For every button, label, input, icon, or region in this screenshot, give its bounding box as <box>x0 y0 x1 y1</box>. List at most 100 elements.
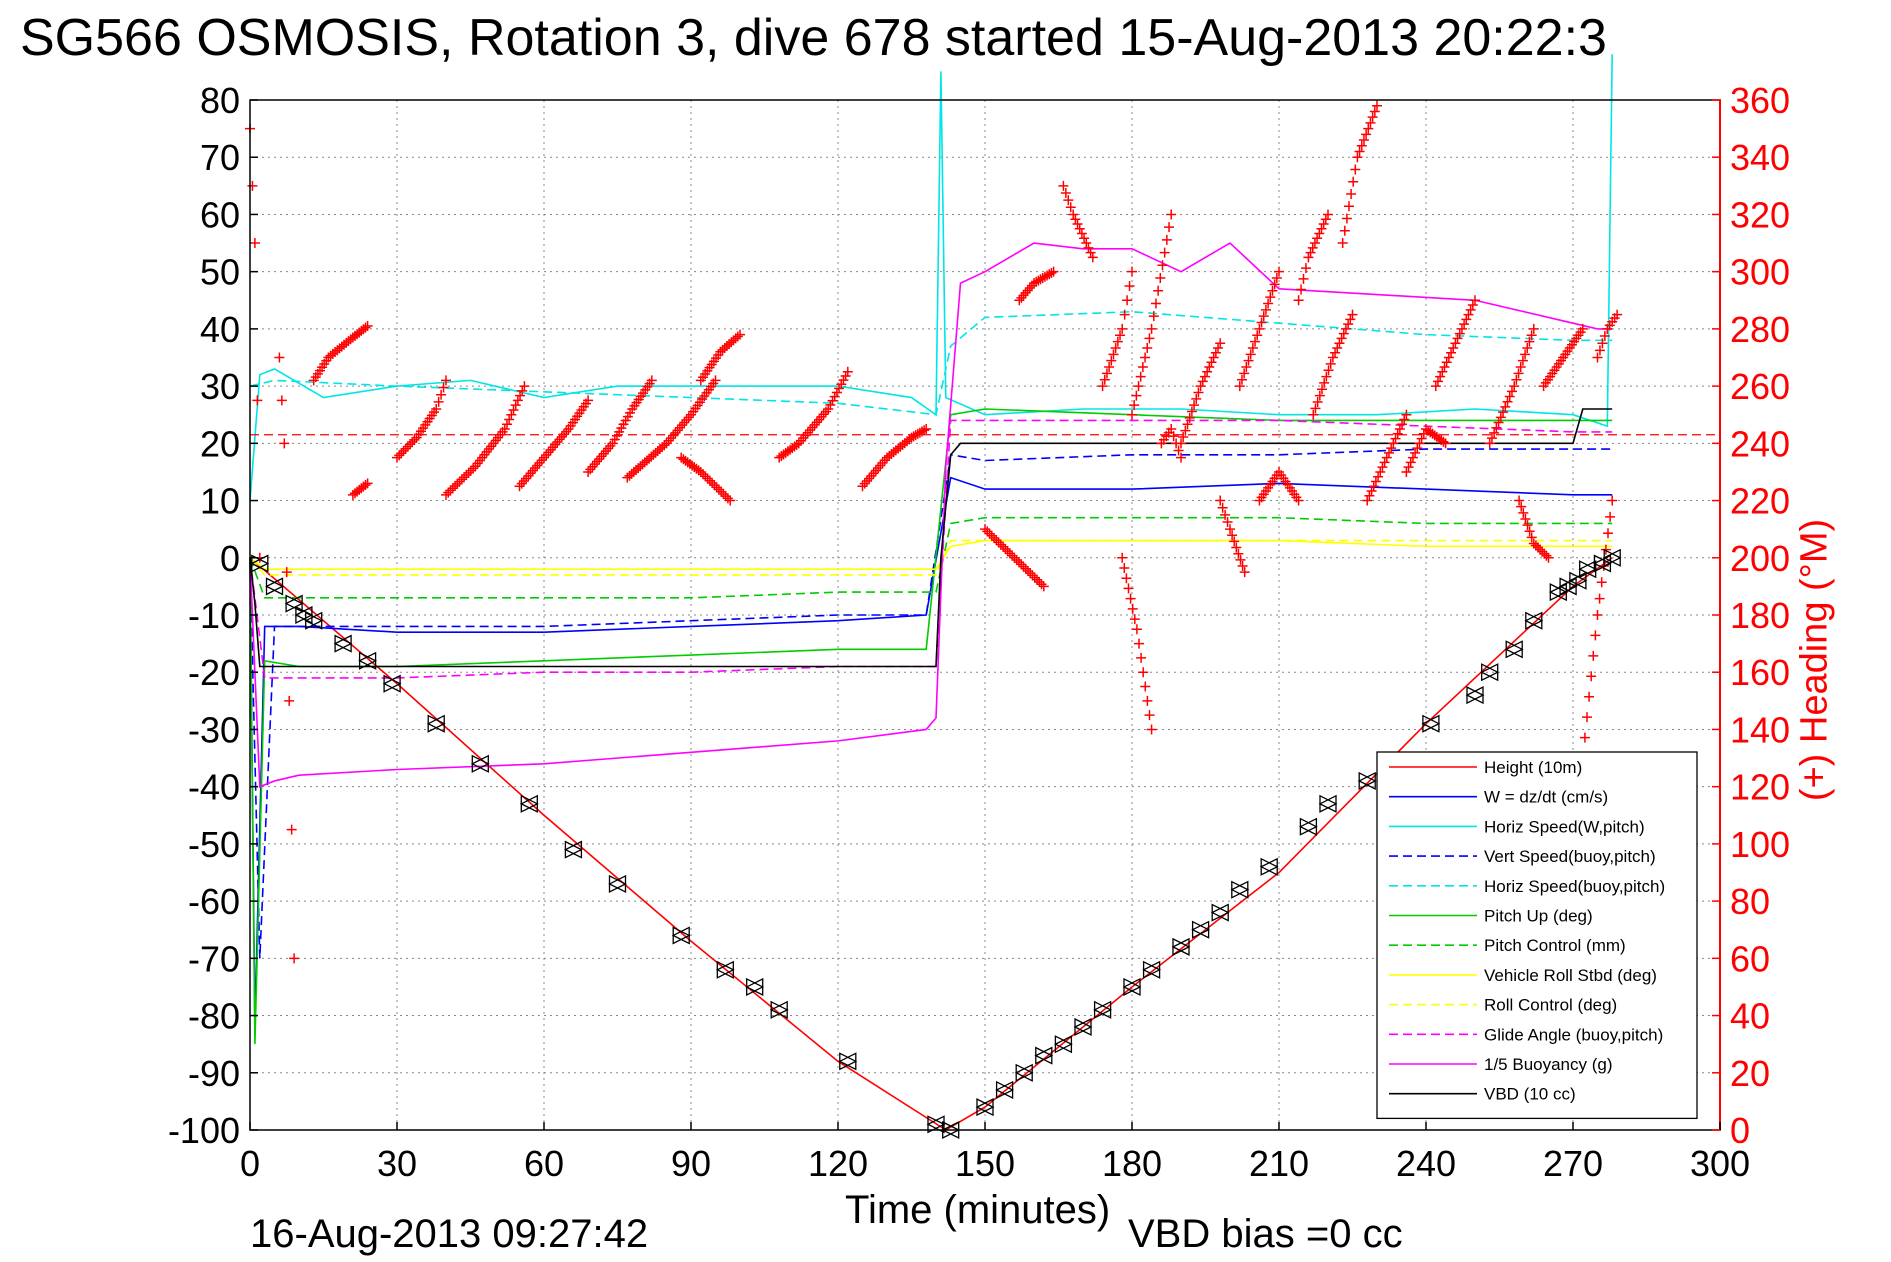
heading-point <box>1112 336 1123 347</box>
heading-point <box>1058 180 1069 191</box>
heading-point <box>873 463 884 474</box>
vbd-marker <box>1035 1046 1054 1065</box>
heading-point <box>465 465 476 476</box>
heading-point <box>1063 195 1074 206</box>
heading-point <box>1594 345 1605 356</box>
heading-point <box>1347 309 1358 320</box>
heading-point <box>816 411 827 422</box>
heading-point <box>600 446 611 457</box>
y2-tick-label: 340 <box>1730 137 1790 178</box>
heading-point <box>1334 338 1345 349</box>
series-line-10 <box>249 242 1613 788</box>
vbd-marker <box>745 977 764 996</box>
heading-point <box>698 469 709 480</box>
heading-point <box>1323 209 1333 220</box>
heading-point <box>820 406 831 417</box>
heading-point <box>1530 540 1541 551</box>
heading-point <box>1108 349 1119 360</box>
heading-point <box>1237 560 1248 571</box>
heading-point <box>452 478 463 489</box>
heading-point <box>805 425 816 436</box>
heading-point <box>515 390 526 401</box>
heading-point <box>834 383 845 394</box>
vbd-marker <box>995 1080 1014 1099</box>
heading-point <box>1293 495 1304 506</box>
heading-point <box>670 427 681 438</box>
heading-point <box>1222 517 1233 528</box>
heading-point <box>1267 285 1278 296</box>
heading-point <box>713 484 724 495</box>
heading-point <box>980 524 990 535</box>
heading-point <box>1401 466 1412 477</box>
heading-point <box>360 480 371 491</box>
heading-point <box>1522 342 1533 353</box>
heading-point <box>1506 386 1517 397</box>
heading-point <box>1327 352 1338 363</box>
heading-point <box>1199 371 1210 382</box>
heading-point <box>859 478 870 489</box>
heading-point <box>1068 209 1079 220</box>
heading-point <box>499 424 510 435</box>
heading-point <box>1493 417 1504 428</box>
heading-point <box>1432 376 1443 387</box>
heading-point <box>1399 414 1410 425</box>
heading-point <box>1465 304 1476 315</box>
y-tick-label: 30 <box>200 366 240 407</box>
heading-point <box>1233 548 1244 559</box>
heading-point <box>1124 280 1135 291</box>
legend-label-6: Pitch Control (mm) <box>1484 936 1626 955</box>
heading-point <box>1138 667 1149 678</box>
heading-point <box>1293 295 1304 306</box>
heading-point <box>1514 495 1525 506</box>
heading-point <box>711 482 722 493</box>
series-line-11 <box>249 408 1613 668</box>
heading-point <box>1337 238 1348 249</box>
heading-point <box>1166 209 1177 220</box>
heading-point <box>1586 671 1597 682</box>
heading-point <box>866 470 877 481</box>
heading-point <box>1307 242 1318 253</box>
heading-point <box>1042 270 1053 281</box>
heading-point <box>1274 266 1284 277</box>
heading-point <box>1032 574 1043 585</box>
heading-point <box>1340 323 1351 334</box>
vbd-marker <box>769 1000 788 1019</box>
heading-point <box>1590 630 1601 641</box>
vbd-marker <box>1171 937 1190 956</box>
heading-point <box>360 322 371 333</box>
heading-point <box>809 419 820 430</box>
heading-point <box>510 400 521 411</box>
heading-point <box>539 452 549 463</box>
heading-point <box>857 481 868 492</box>
y-tick-label: -80 <box>188 996 240 1037</box>
y2-tick-label: 100 <box>1730 824 1790 865</box>
heading-point <box>274 352 285 363</box>
x-tick-label: 210 <box>1249 1143 1309 1184</box>
heading-point <box>1381 452 1392 463</box>
heading-point <box>1414 438 1425 449</box>
vbd-marker <box>1465 686 1484 705</box>
heading-point <box>585 464 596 475</box>
y-tick-label: -20 <box>188 652 240 693</box>
vbd-marker <box>1505 640 1524 659</box>
heading-point <box>802 427 813 438</box>
heading-point <box>1350 164 1361 175</box>
heading-point <box>400 443 411 454</box>
heading-point <box>1254 323 1265 334</box>
y2-tick-label: 300 <box>1730 252 1790 293</box>
heading-point <box>1239 368 1250 379</box>
vbd-marker <box>1260 857 1279 876</box>
heading-point <box>1210 347 1221 358</box>
heading-point <box>1225 524 1235 535</box>
heading-point <box>392 452 402 463</box>
heading-point <box>504 414 515 425</box>
vbd-marker <box>265 577 284 596</box>
vbd-marker <box>1466 686 1485 705</box>
vbd-marker <box>564 840 583 859</box>
heading-point <box>1161 234 1172 245</box>
heading-point <box>1129 400 1140 411</box>
heading-point <box>722 493 733 504</box>
heading-point <box>587 461 598 472</box>
heading-point <box>1106 355 1117 366</box>
heading-point <box>1122 295 1133 306</box>
